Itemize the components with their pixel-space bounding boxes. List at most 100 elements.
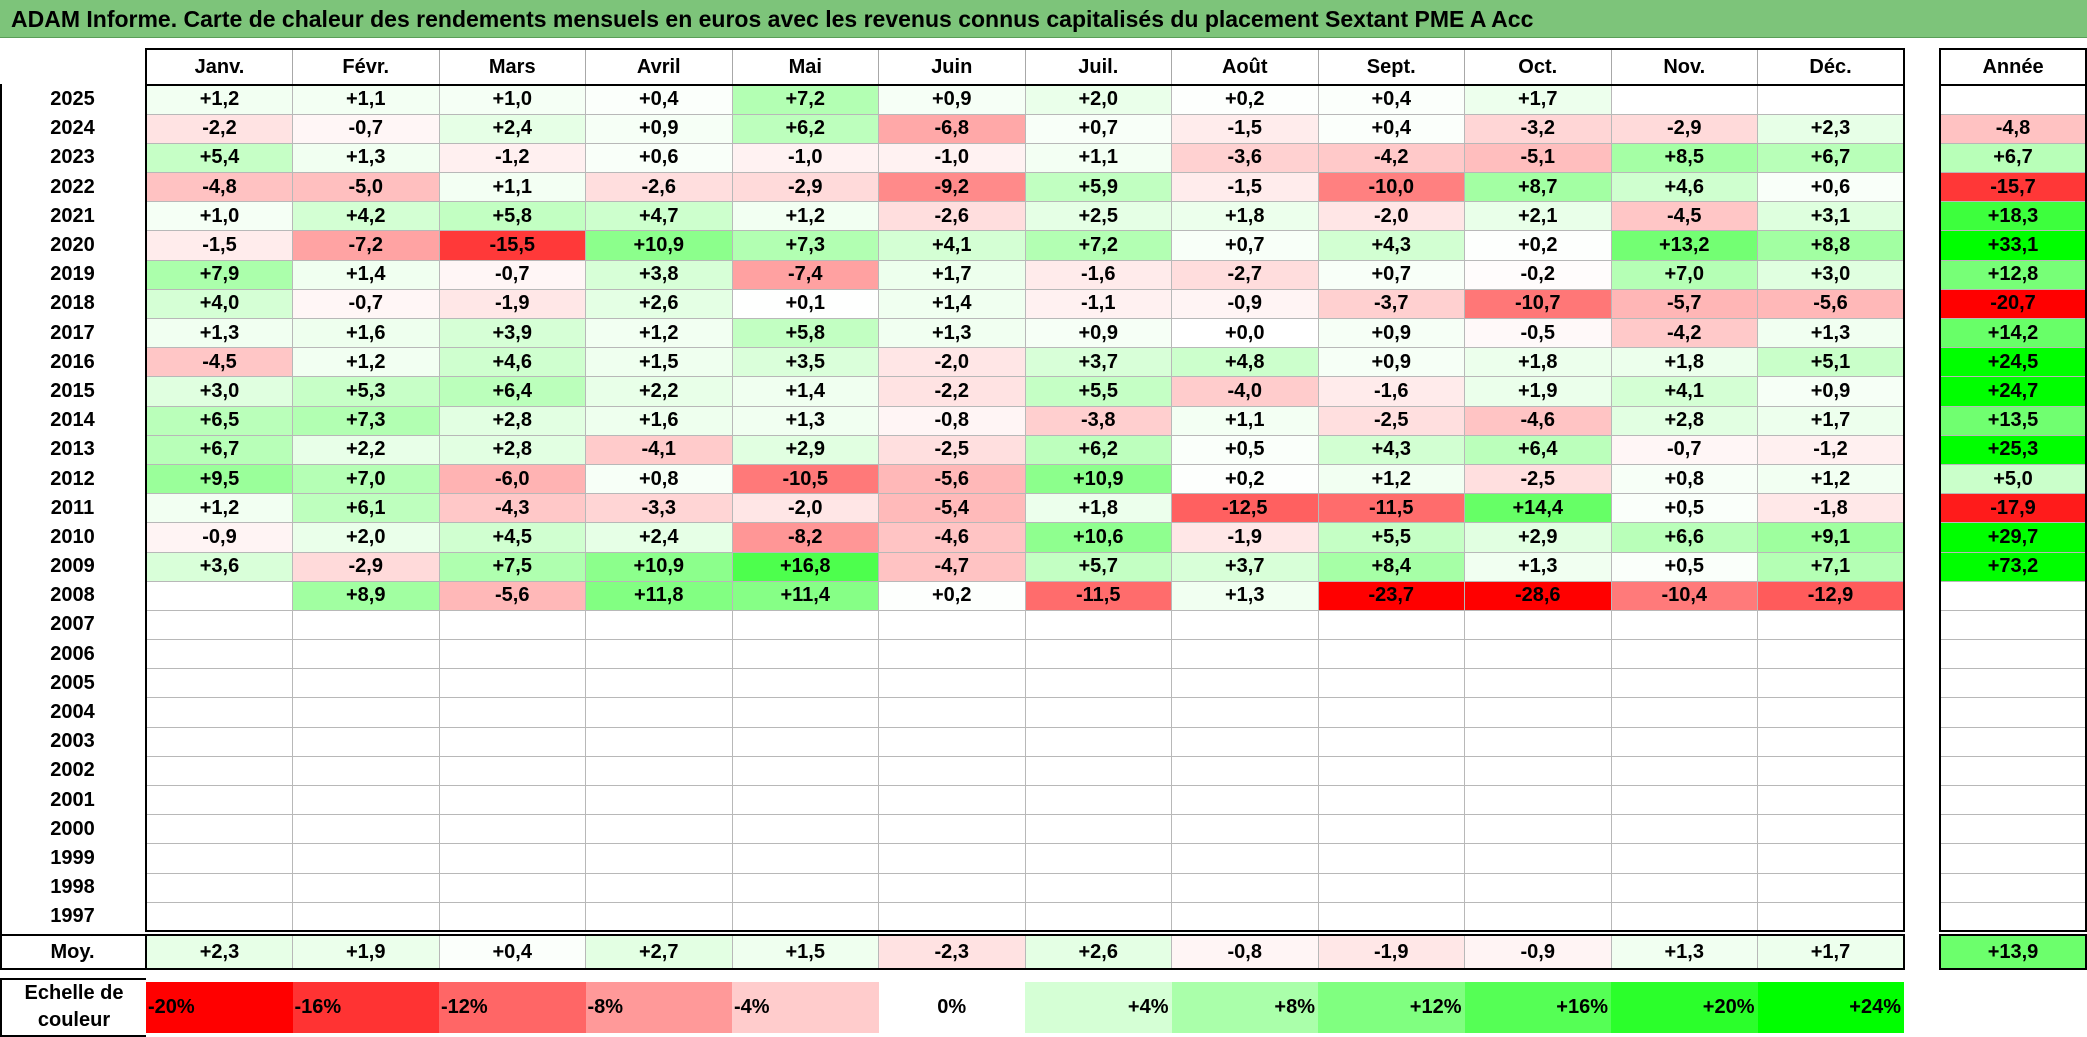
- heatmap-cell: [438, 726, 586, 757]
- heatmap-cell: +4,8: [1171, 347, 1319, 378]
- annual-cell: -17,9: [1939, 493, 2087, 524]
- heatmap-cell: +1,3: [1610, 934, 1758, 971]
- heatmap-cell: [1024, 609, 1172, 641]
- heatmap-cell: +10,9: [585, 551, 733, 582]
- heatmap-cell: [878, 755, 1026, 787]
- month-header-row: Janv. Févr. Mars Avril Mai Juin Juil. Août Sept.…: [0, 48, 2087, 86]
- heatmap-cell: -10,0: [1317, 172, 1465, 203]
- heatmap-cell: [585, 755, 733, 787]
- heatmap-cell: -4,2: [1317, 142, 1465, 174]
- heatmap-cell: -5,6: [878, 463, 1026, 495]
- scale-swatch: -12%: [439, 982, 586, 1033]
- heatmap-cell: [1757, 668, 1905, 699]
- heatmap-cell: -1,8: [1757, 493, 1905, 524]
- heatmap-cell: [1317, 872, 1465, 903]
- heatmap-cell: -23,7: [1317, 580, 1465, 611]
- month-header: Févr.: [292, 48, 440, 86]
- heatmap-cell: +8,8: [1757, 230, 1905, 261]
- heatmap-cell: +1,3: [1757, 317, 1905, 349]
- heatmap-cell: +1,7: [1757, 934, 1905, 971]
- heatmap-cell: -11,5: [1024, 580, 1172, 611]
- heatmap-cell: +0,7: [1317, 259, 1465, 290]
- heatmap-cell: +7,2: [1024, 230, 1172, 261]
- heatmap-cell: +6,7: [145, 434, 293, 465]
- annual-cell: [1939, 784, 2087, 816]
- heatmap-cell: +0,0: [1171, 317, 1319, 349]
- heatmap-cell: +0,2: [1464, 230, 1612, 261]
- year-row: 2001: [0, 784, 2087, 816]
- heatmap-cell: +13,2: [1610, 230, 1758, 261]
- average-row: Moy. +2,3 +1,9 +0,4 +2,7 +1,5 -2,3 +2,6 -0,8 -1,9…: [0, 934, 2087, 971]
- heatmap-cell: +1,2: [585, 317, 733, 349]
- heatmap-cell: [1464, 814, 1612, 845]
- heatmap-cell: [145, 872, 293, 903]
- heatmap-cell: [145, 755, 293, 787]
- heatmap-table: Janv. Févr. Mars Avril Mai Juin Juil. Août Sept.…: [0, 48, 2087, 971]
- heatmap-cell: [438, 872, 586, 903]
- scale-swatch: -20%: [146, 982, 293, 1033]
- heatmap-cell: +1,4: [878, 288, 1026, 320]
- heatmap-cell: [878, 668, 1026, 699]
- heatmap-cell: -1,2: [438, 142, 586, 174]
- year-row: 2010 -0,9 +2,0 +4,5 +2,4 -8,2 -4,6 +10,6 -1,9 +5,…: [0, 522, 2087, 553]
- year-row: 2024 -2,2 -0,7 +2,4 +0,9 +6,2 -6,8 +0,7 -1,5 +0,4…: [0, 113, 2087, 144]
- heatmap-cell: [1757, 697, 1905, 728]
- heatmap-cell: [585, 697, 733, 728]
- heatmap-cell: +11,8: [585, 580, 733, 611]
- year-label: 2017: [50, 321, 95, 344]
- heatmap-cell: [731, 668, 879, 699]
- heatmap-cell: [1024, 784, 1172, 816]
- heatmap-cell: -9,2: [878, 172, 1026, 203]
- column-gap: [1904, 552, 1940, 581]
- heatmap-cell: [145, 609, 293, 641]
- month-header: Août: [1171, 48, 1319, 86]
- heatmap-cell: [292, 784, 440, 816]
- annual-cell: +13,9: [1939, 934, 2087, 971]
- heatmap-cell: +0,6: [1757, 172, 1905, 203]
- heatmap-cell: -5,6: [1757, 288, 1905, 320]
- heatmap-cell: [585, 784, 733, 816]
- heatmap-cell: -2,9: [292, 551, 440, 582]
- heatmap-cell: -4,3: [438, 493, 586, 524]
- heatmap-cell: +2,2: [585, 376, 733, 407]
- heatmap-cell: [292, 901, 440, 933]
- heatmap-cell: [1610, 843, 1758, 874]
- heatmap-cell: -12,5: [1171, 493, 1319, 524]
- heatmap-cell: -1,0: [731, 142, 879, 174]
- average-label: Moy.: [0, 934, 146, 971]
- page-title: ADAM Informe. Carte de chaleur des rende…: [11, 6, 1534, 32]
- heatmap-cell: +4,3: [1317, 434, 1465, 465]
- heatmap-cell: +0,5: [1610, 493, 1758, 524]
- heatmap-cell: -3,2: [1464, 113, 1612, 144]
- annual-cell: +33,1: [1939, 230, 2087, 261]
- heatmap-cell: -8,2: [731, 522, 879, 553]
- annual-cell: [1939, 814, 2087, 845]
- heatmap-cell: +0,7: [1024, 113, 1172, 144]
- heatmap-cell: [1464, 901, 1612, 933]
- heatmap-cell: +7,1: [1757, 551, 1905, 582]
- heatmap-cell: +8,9: [292, 580, 440, 611]
- heatmap-cell: [292, 726, 440, 757]
- annual-cell: +24,5: [1939, 347, 2087, 378]
- heatmap-cell: [1610, 609, 1758, 641]
- heatmap-cell: -1,6: [1317, 376, 1465, 407]
- heatmap-cell: +11,4: [731, 580, 879, 611]
- year-label: 2013: [50, 438, 95, 461]
- year-label: 2025: [50, 88, 95, 111]
- year-label: 1997: [50, 905, 95, 928]
- heatmap-cell: +4,0: [145, 288, 293, 320]
- heatmap-cell: +5,1: [1757, 347, 1905, 378]
- heatmap-cell: [1024, 755, 1172, 787]
- heatmap-cell: +9,5: [145, 463, 293, 495]
- heatmap-cell: [1610, 668, 1758, 699]
- heatmap-cell: +1,4: [292, 259, 440, 290]
- year-row: 2006: [0, 639, 2087, 670]
- heatmap-cell: +1,0: [145, 201, 293, 232]
- heatmap-cell: +7,3: [731, 230, 879, 261]
- year-label: 2010: [50, 525, 95, 548]
- heatmap-cell: +1,7: [1757, 405, 1905, 436]
- heatmap-cell: +1,9: [292, 934, 440, 971]
- heatmap-cell: +2,6: [1024, 934, 1172, 971]
- heatmap-cell: +0,4: [1317, 83, 1465, 115]
- year-row: 2007: [0, 609, 2087, 641]
